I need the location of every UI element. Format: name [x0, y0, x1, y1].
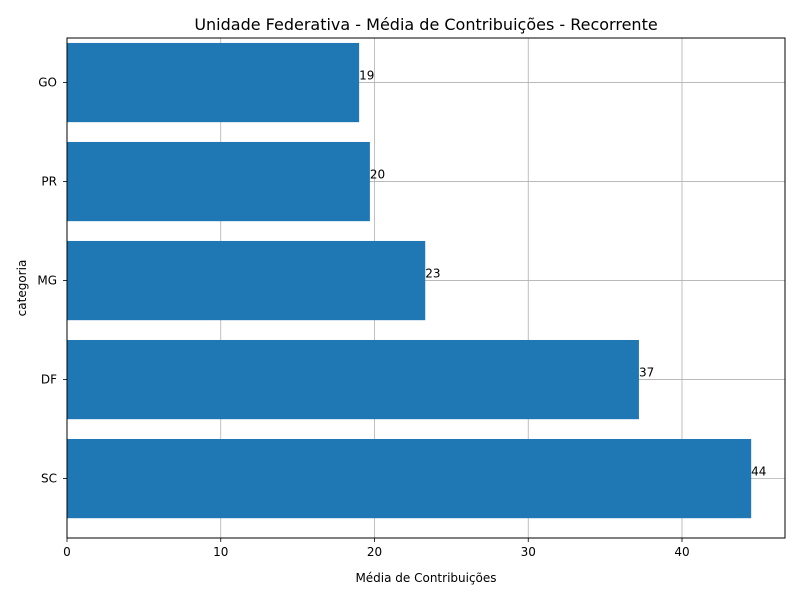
data-label-sc: 44 [751, 465, 766, 479]
y-axis-label: categoria [15, 260, 29, 317]
x-tick-label: 10 [213, 545, 228, 559]
bar-sc [67, 439, 751, 518]
data-label-pr: 20 [370, 168, 385, 182]
x-tick-label: 0 [63, 545, 71, 559]
y-tick-label: DF [41, 373, 57, 387]
x-tick-label: 40 [674, 545, 689, 559]
bar-df [67, 340, 639, 419]
data-label-go: 19 [359, 69, 374, 83]
x-axis-label: Média de Contribuições [355, 571, 496, 585]
y-tick-label: PR [41, 175, 57, 189]
data-label-df: 37 [639, 366, 654, 380]
x-tick-label: 30 [521, 545, 536, 559]
bar-pr [67, 142, 370, 221]
chart-title: Unidade Federativa - Média de Contribuiç… [194, 15, 657, 34]
x-tick-label: 20 [367, 545, 382, 559]
y-tick-label: SC [41, 472, 57, 486]
data-label-mg: 23 [425, 267, 440, 281]
bar-go [67, 43, 359, 122]
y-tick-label: GO [38, 76, 57, 90]
bar-mg [67, 241, 425, 320]
y-tick-label: MG [37, 274, 57, 288]
